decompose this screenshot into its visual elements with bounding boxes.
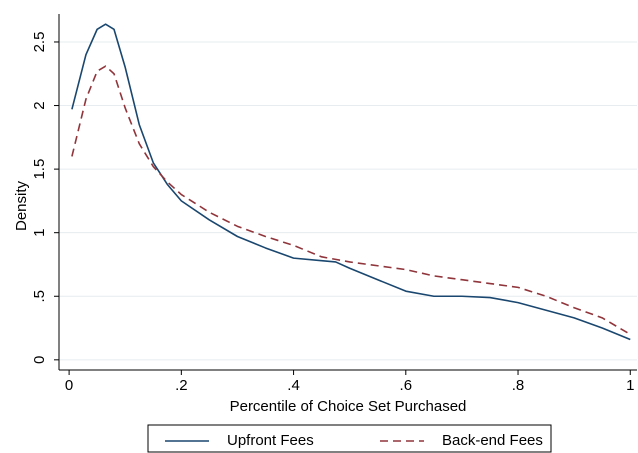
x-tick-label: 1 <box>626 377 634 394</box>
legend-label: Upfront Fees <box>227 432 314 449</box>
x-axis-title: Percentile of Choice Set Purchased <box>230 398 467 415</box>
x-tick-label: 0 <box>65 377 73 394</box>
y-tick-label: .5 <box>31 290 48 303</box>
legend <box>147 424 552 453</box>
x-tick-label: .8 <box>512 377 525 394</box>
y-tick-label: 1.5 <box>31 159 48 180</box>
series-line <box>71 65 631 336</box>
y-tick-label: 2.5 <box>31 32 48 53</box>
series-line <box>71 23 631 341</box>
y-axis-title: Density <box>13 180 30 231</box>
y-tick-label: 1 <box>31 229 48 237</box>
y-tick-label: 2 <box>31 101 48 109</box>
x-tick-label: .4 <box>287 377 300 394</box>
x-tick-label: .2 <box>175 377 188 394</box>
legend-label: Back-end Fees <box>442 432 543 449</box>
y-tick-label: 0 <box>31 356 48 364</box>
x-tick-label: .6 <box>400 377 413 394</box>
